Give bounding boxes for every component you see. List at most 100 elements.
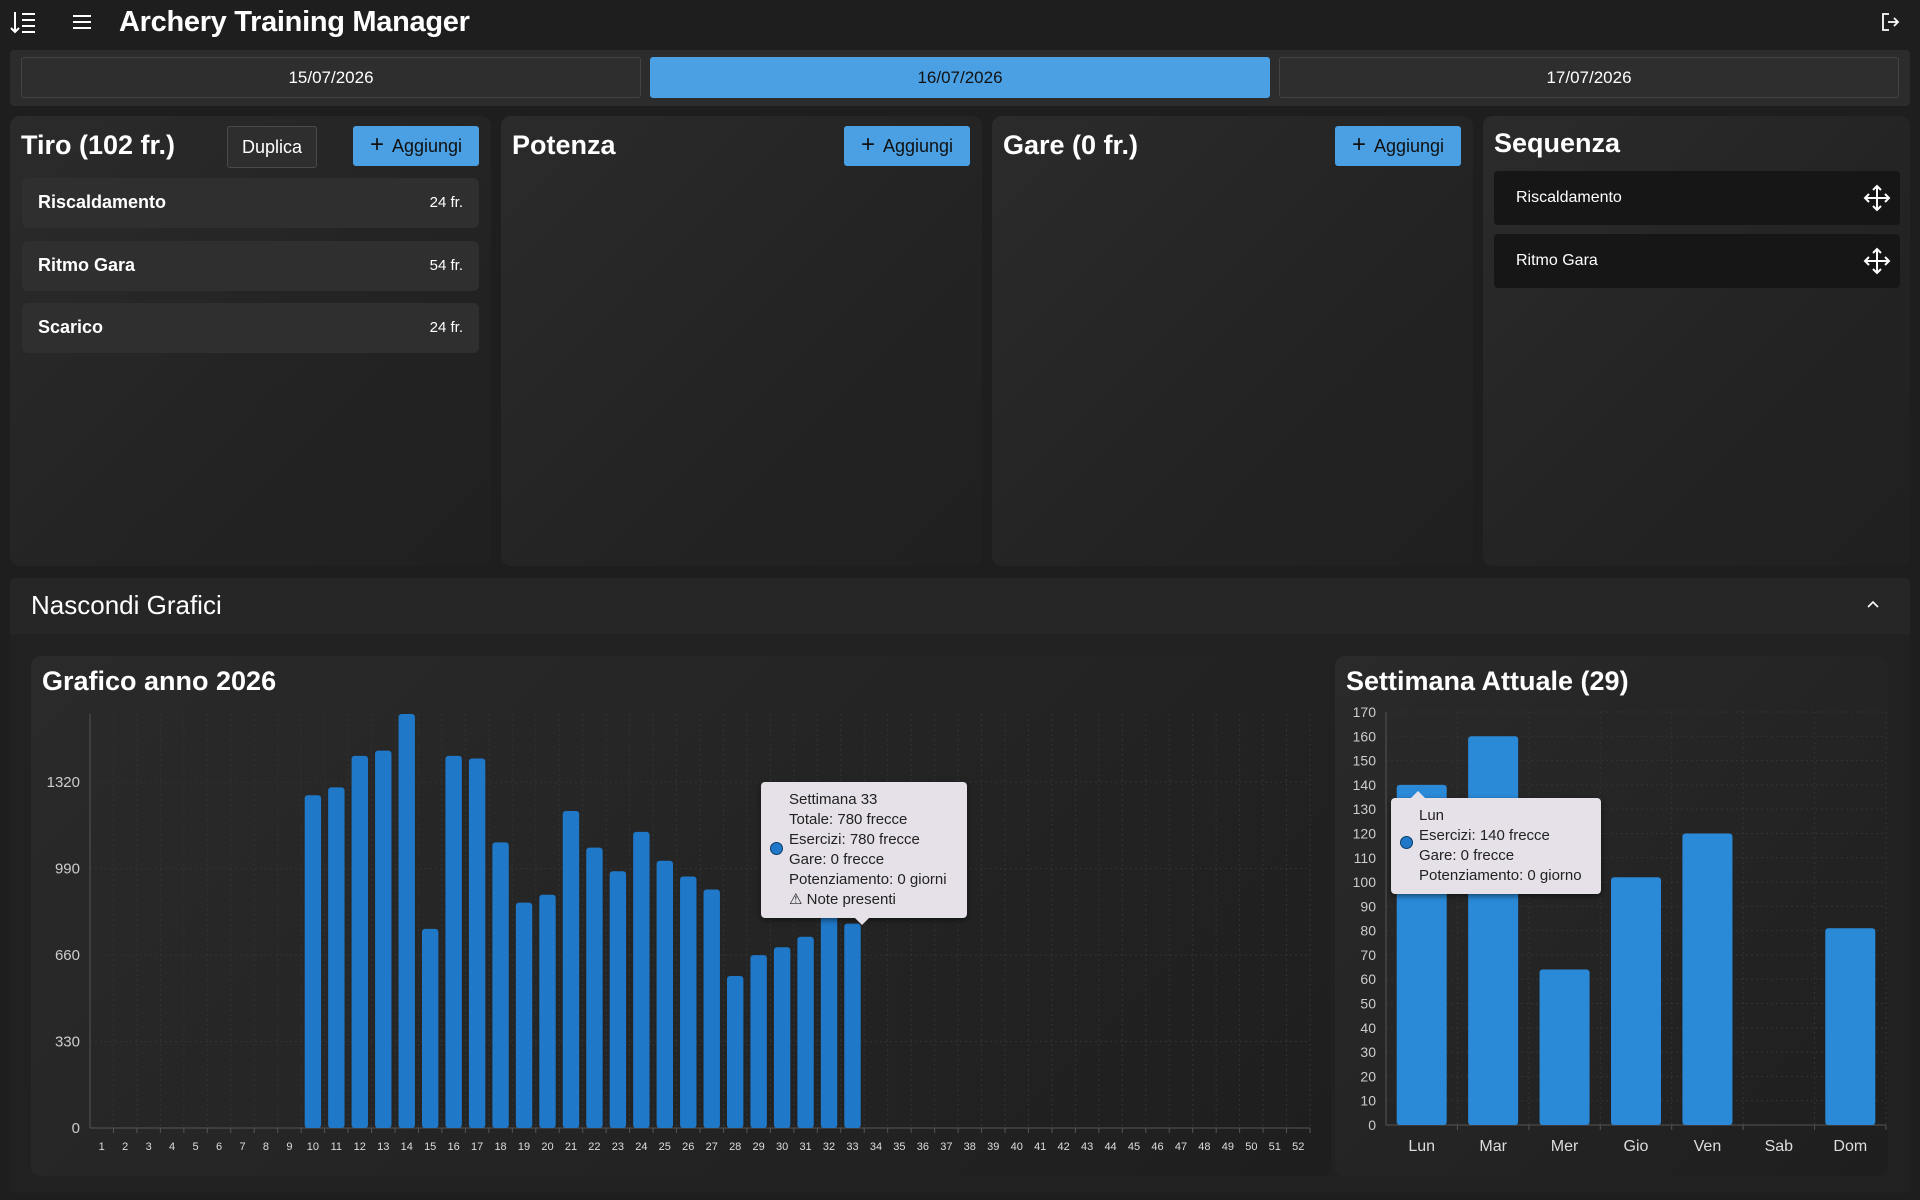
date-button-current[interactable]: 16/07/2026 (650, 57, 1270, 98)
duplicate-button[interactable]: Duplica (227, 126, 317, 168)
x-tick-label: 11 (331, 1141, 342, 1153)
x-tick-label: 50 (1245, 1141, 1257, 1153)
tooltip-line: Esercizi: 780 frecce (789, 831, 920, 848)
tooltip-line: Gare: 0 frecce (789, 851, 885, 868)
sequence-item[interactable]: Ritmo Gara (1494, 234, 1900, 288)
bar-10 (304, 795, 322, 1128)
panel-sequenza: Sequenza Riscaldamento Ritmo Gara (1483, 116, 1910, 566)
y-tick-label: 30 (1360, 1044, 1376, 1060)
bar-31 (797, 936, 814, 1128)
list-item-count: 24 fr. (429, 194, 463, 211)
panel-potenza: Potenza + Aggiungi (501, 116, 982, 566)
y-tick-label: 150 (1353, 753, 1377, 769)
bar-19 (515, 902, 533, 1128)
list-item[interactable]: Riscaldamento 24 fr. (22, 178, 479, 228)
add-tiro-button[interactable]: + Aggiungi (353, 126, 479, 166)
y-tick-label: 0 (1368, 1117, 1376, 1133)
x-tick-label: 1 (99, 1141, 105, 1153)
date-button-next[interactable]: 17/07/2026 (1279, 57, 1899, 98)
y-tick-label: 40 (1360, 1020, 1376, 1036)
tooltip-dot (770, 842, 783, 855)
x-tick-label: 34 (870, 1141, 882, 1153)
week-chart: Settimana Attuale (29) 0 10 20 30 40 50 60 70 80… (1335, 656, 1888, 1176)
list-item[interactable]: Scarico 24 fr. (22, 303, 479, 353)
bar-13 (375, 750, 392, 1128)
sort-icon[interactable] (10, 10, 36, 41)
add-potenza-button[interactable]: + Aggiungi (844, 126, 970, 166)
y-tick-label: 330 (55, 1034, 80, 1051)
x-tick-label: 51 (1269, 1141, 1281, 1153)
x-tick-label: 25 (659, 1141, 671, 1153)
bar-28 (726, 976, 744, 1128)
x-tick-label: 15 (424, 1141, 436, 1153)
charts-toggle[interactable]: Nascondi Grafici (10, 578, 1910, 634)
x-tick-label: 52 (1292, 1141, 1304, 1153)
tooltip-line: Gare: 0 frecce (1419, 847, 1515, 864)
tooltip-dot (1400, 836, 1413, 849)
x-tick-label: 28 (729, 1141, 741, 1153)
y-tick-label: 990 (55, 861, 80, 878)
bar-30 (773, 947, 791, 1128)
menu-icon[interactable] (72, 13, 92, 36)
y-tick-label: 90 (1360, 898, 1376, 914)
tooltip-line: ⚠ Note presenti (789, 891, 896, 908)
x-tick-label: 37 (940, 1141, 952, 1153)
bar-12 (351, 755, 369, 1128)
x-tick-label: Sab (1765, 1138, 1794, 1155)
x-tick-label: 40 (1011, 1141, 1023, 1153)
date-selector: 15/07/2026 16/07/2026 17/07/2026 (10, 50, 1910, 106)
x-tick-label: 12 (354, 1141, 366, 1153)
x-tick-label: Dom (1833, 1138, 1867, 1155)
app-title: Archery Training Manager (119, 6, 470, 38)
sequence-item[interactable]: Riscaldamento (1494, 171, 1900, 225)
panel-title: Sequenza (1494, 128, 1621, 158)
logout-icon[interactable] (1880, 12, 1900, 37)
x-tick-label: 24 (635, 1141, 647, 1153)
y-tick-label: 50 (1360, 996, 1376, 1012)
add-label: Aggiungi (882, 135, 954, 156)
x-tick-label: Gio (1624, 1138, 1649, 1155)
x-tick-label: 26 (682, 1141, 694, 1153)
plus-icon: + (860, 131, 875, 158)
sequence-item-name: Ritmo Gara (1516, 252, 1598, 269)
x-tick-label: 14 (401, 1141, 413, 1153)
move-icon[interactable] (1862, 183, 1892, 218)
panel-gare: Gare (0 fr.) + Aggiungi (992, 116, 1473, 566)
x-tick-label: 6 (216, 1141, 222, 1153)
chart-title: Grafico anno 2026 (42, 666, 277, 696)
x-tick-label: 38 (964, 1141, 976, 1153)
panel-title: Tiro (102 fr.) (21, 130, 176, 160)
week-chart-tooltip: Lun Esercizi: 140 frecce Gare: 0 frecce … (1391, 791, 1601, 894)
chevron-up-icon[interactable] (1866, 596, 1880, 614)
y-tick-label: 130 (1353, 801, 1377, 817)
x-tick-label: 45 (1128, 1141, 1140, 1153)
x-tick-label: 9 (286, 1141, 292, 1153)
date-button-prev[interactable]: 15/07/2026 (21, 57, 641, 98)
bar-Ven (1682, 833, 1733, 1125)
x-tick-label: 4 (169, 1141, 175, 1153)
bar-15 (421, 928, 439, 1128)
charts-toggle-label: Nascondi Grafici (31, 590, 222, 620)
tooltip-line: Lun (1419, 807, 1445, 824)
list-item-count: 24 fr. (429, 319, 463, 336)
tooltip-pointer (1411, 791, 1425, 798)
x-tick-label: 3 (146, 1141, 152, 1153)
bar-20 (539, 894, 556, 1128)
x-tick-label: 19 (518, 1141, 530, 1153)
list-item[interactable]: Ritmo Gara 54 fr. (22, 241, 479, 291)
move-icon[interactable] (1862, 246, 1892, 281)
x-tick-label: 7 (239, 1141, 245, 1153)
x-tick-label: 13 (377, 1141, 389, 1153)
y-tick-label: 20 (1360, 1068, 1376, 1084)
bar-Mer (1539, 969, 1590, 1125)
y-tick-label: 110 (1354, 850, 1377, 866)
plus-icon: + (1351, 131, 1366, 158)
x-tick-label: 46 (1151, 1141, 1163, 1153)
add-gare-button[interactable]: + Aggiungi (1335, 126, 1461, 166)
bar-17 (468, 758, 486, 1128)
year-chart-tooltip: Settimana 33 Totale: 780 frecce Esercizi… (761, 782, 967, 925)
y-tick-label: 170 (1353, 704, 1377, 720)
bar-22 (586, 847, 603, 1128)
bar-11 (328, 787, 345, 1128)
